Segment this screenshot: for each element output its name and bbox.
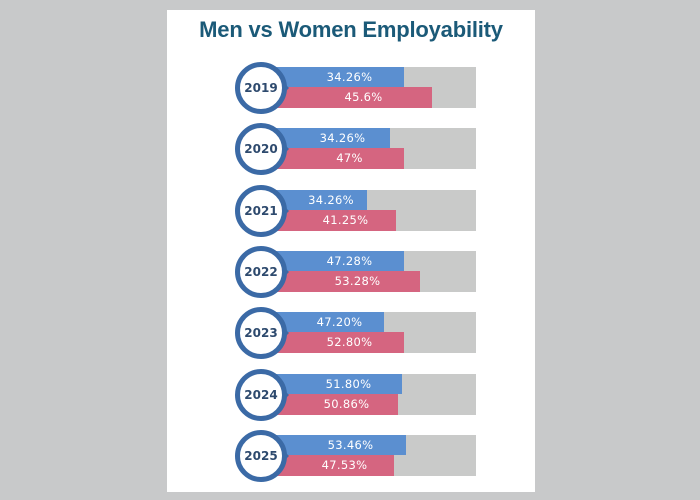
year-badge-ring [235, 184, 289, 237]
bar-men: 34.26% [275, 128, 390, 149]
bar-men: 34.26% [275, 67, 404, 87]
chart-row-2023: 47.20% 52.80% 2023 [167, 307, 535, 372]
bar-women: 52.80% [275, 332, 404, 354]
chart-row-2022: 47.28% 53.28% 2022 [167, 245, 535, 311]
year-badge: 2019 [233, 57, 295, 119]
bar-women: 53.28% [275, 270, 420, 292]
bar-men: 34.26% [275, 189, 367, 210]
chart-row-2020: 34.26% 47% 2020 [167, 123, 535, 188]
year-badge: 2025 [233, 425, 295, 487]
year-label: 2019 [244, 81, 278, 95]
chart-row-2021: 34.26% 41.25% 2021 [167, 184, 535, 250]
year-label: 2023 [244, 326, 278, 341]
year-badge: 2023 [233, 302, 295, 364]
bar-men: 53.46% [275, 434, 406, 455]
bar-men: 47.20% [275, 312, 384, 333]
year-badge-ring [235, 245, 289, 298]
year-badge-ring [235, 368, 289, 421]
year-badge-ring [235, 429, 289, 482]
bar-men: 51.80% [275, 373, 402, 394]
bar-women: 45.6% [275, 87, 432, 108]
year-label: 2025 [244, 448, 278, 463]
year-badge: 2022 [233, 241, 295, 303]
bar-men: 47.28% [275, 250, 404, 271]
bar-women: 47% [275, 148, 404, 170]
year-label: 2020 [244, 142, 278, 157]
bar-women: 47.53% [275, 454, 394, 476]
year-badge-ring [235, 62, 289, 114]
year-badge: 2021 [233, 180, 295, 242]
bar-women: 50.86% [275, 393, 398, 415]
year-badge-ring [235, 123, 289, 176]
year-label: 2022 [244, 264, 278, 279]
year-label: 2024 [244, 387, 278, 402]
chart-page: Men vs Women Employability 34.26% 45.6% 20… [167, 10, 535, 492]
chart-row-2024: 51.80% 50.86% 2024 [167, 368, 535, 434]
chart-row-2019: 34.26% 45.6% 2019 [167, 62, 535, 127]
year-badge: 2024 [233, 364, 295, 426]
chart-row-2025: 53.46% 47.53% 2025 [167, 429, 535, 495]
year-badge: 2020 [233, 118, 295, 180]
chart-title: Men vs Women Employability [199, 17, 503, 42]
bar-women: 41.25% [275, 209, 396, 231]
year-label: 2021 [244, 203, 278, 218]
year-badge-ring [235, 307, 289, 360]
